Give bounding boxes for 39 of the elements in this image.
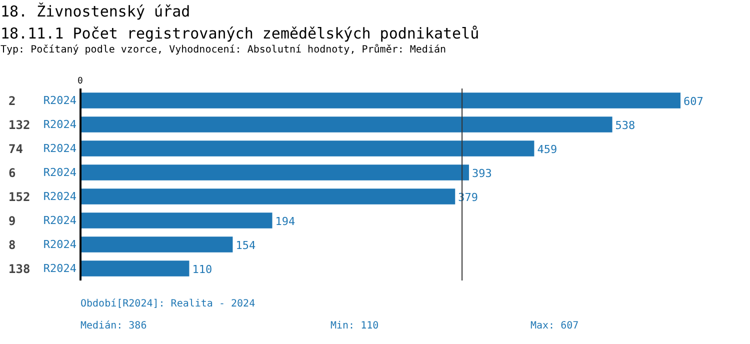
text: R2024 <box>43 238 77 251</box>
data-label: 110 <box>192 263 212 276</box>
text: R2024 <box>43 166 77 179</box>
y-tick-label: 6 <box>8 166 16 180</box>
text: Min: 110 <box>330 320 379 332</box>
text: R2024 <box>43 190 77 203</box>
y-tick-label: 8 <box>8 238 16 252</box>
bar <box>80 116 612 132</box>
text: Medián: 386 <box>80 320 147 332</box>
data-label: 459 <box>537 143 558 156</box>
bar <box>80 188 456 204</box>
chart-subtitle: 18.11.1 Počet registrovaných zemědělských podnikatelů <box>0 24 480 42</box>
y-tick-label: 132 <box>8 118 30 132</box>
data-label: 194 <box>275 215 296 228</box>
text: R2024 <box>43 142 77 155</box>
bar <box>80 164 469 180</box>
text: R2024 <box>43 262 77 275</box>
chart-title: 18. Živnostenský úřad <box>0 2 190 20</box>
y-tick-label: 2 <box>8 94 16 108</box>
bar <box>80 212 272 228</box>
bar <box>80 260 190 276</box>
y-tick-label: 138 <box>8 262 30 276</box>
data-label: 538 <box>615 119 636 132</box>
text: 0 <box>78 76 83 86</box>
text: R2024 <box>43 118 77 131</box>
text: Období[R2024]: Realita - 2024 <box>80 298 256 310</box>
y-tick-label: 9 <box>8 214 16 228</box>
data-label: 154 <box>236 239 256 252</box>
series-label: R2024 <box>43 94 77 107</box>
text: Max: 607 <box>530 320 579 332</box>
data-label: 607 <box>684 95 704 108</box>
bar <box>80 92 680 108</box>
bar <box>80 236 233 252</box>
text: R2024 <box>43 214 77 227</box>
y-tick-label: 152 <box>8 190 30 204</box>
bar <box>80 140 534 156</box>
data-label: 393 <box>472 167 492 180</box>
text: Typ: Počítaný podle vzorce, Vyhodnocení: Absolutní hodnoty, Průměr: Medián <box>0 44 446 56</box>
y-tick-label: 74 <box>8 142 23 156</box>
